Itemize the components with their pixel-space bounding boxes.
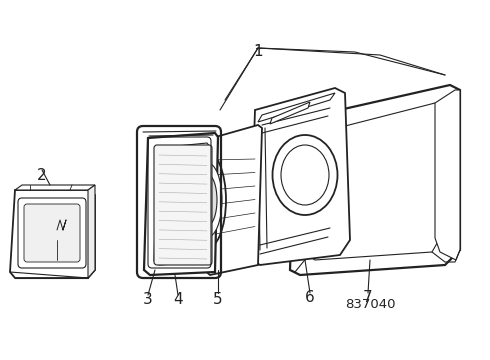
- Text: 1: 1: [253, 45, 263, 59]
- Polygon shape: [250, 88, 350, 265]
- Ellipse shape: [281, 145, 329, 205]
- FancyBboxPatch shape: [18, 198, 86, 268]
- Polygon shape: [88, 185, 95, 278]
- Polygon shape: [10, 190, 95, 278]
- Ellipse shape: [197, 174, 217, 226]
- Text: 4: 4: [173, 292, 183, 307]
- FancyBboxPatch shape: [154, 145, 212, 265]
- Ellipse shape: [184, 150, 226, 250]
- Polygon shape: [15, 185, 95, 190]
- FancyBboxPatch shape: [24, 204, 80, 262]
- Polygon shape: [308, 103, 440, 260]
- Text: 7: 7: [363, 291, 373, 306]
- Polygon shape: [435, 90, 460, 260]
- Polygon shape: [202, 125, 262, 275]
- Polygon shape: [154, 143, 210, 265]
- Polygon shape: [258, 93, 335, 122]
- Polygon shape: [290, 85, 460, 275]
- Ellipse shape: [272, 135, 338, 215]
- Text: 3: 3: [143, 292, 153, 307]
- Text: 6: 6: [305, 291, 315, 306]
- Text: 837040: 837040: [345, 298, 395, 311]
- Text: 5: 5: [213, 292, 223, 307]
- Text: 2: 2: [37, 167, 47, 183]
- Polygon shape: [270, 102, 310, 124]
- Ellipse shape: [192, 162, 222, 238]
- Polygon shape: [144, 133, 218, 275]
